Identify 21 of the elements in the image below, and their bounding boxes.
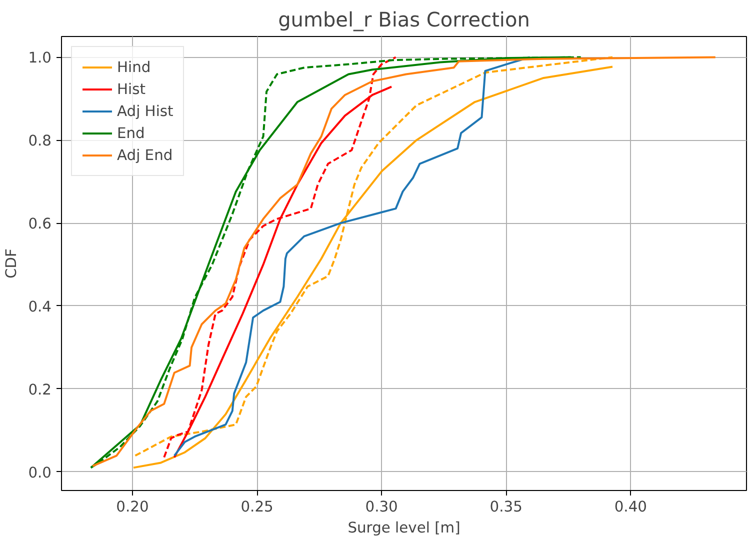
y-tick-label: 0.6 [28,216,52,233]
y-tick-label: 1.0 [28,50,52,67]
y-tick-label: 0.4 [28,298,52,316]
legend-label: Hist [117,80,146,98]
y-tick-label: 0.2 [28,381,52,398]
x-tick-label: 0.40 [614,498,647,516]
legend-label: Adj Hist [117,102,174,120]
legend-label: Hind [117,58,151,76]
x-tick-label: 0.25 [240,498,274,516]
line-series [173,56,531,457]
legend-label: Adj End [117,146,173,164]
y-tick-label: 0.0 [28,464,52,482]
x-tick-label: 0.30 [365,498,398,516]
x-tick-label: 0.20 [116,498,149,516]
line-series [92,56,716,468]
chart-title: gumbel_r Bias Correction [278,8,530,32]
y-axis-title: CDF [3,248,20,278]
x-axis-title: Surge level [m] [348,520,460,536]
legend-label: End [117,124,145,142]
y-tick-label: 0.8 [28,132,52,150]
x-tick-label: 0.35 [490,498,522,516]
